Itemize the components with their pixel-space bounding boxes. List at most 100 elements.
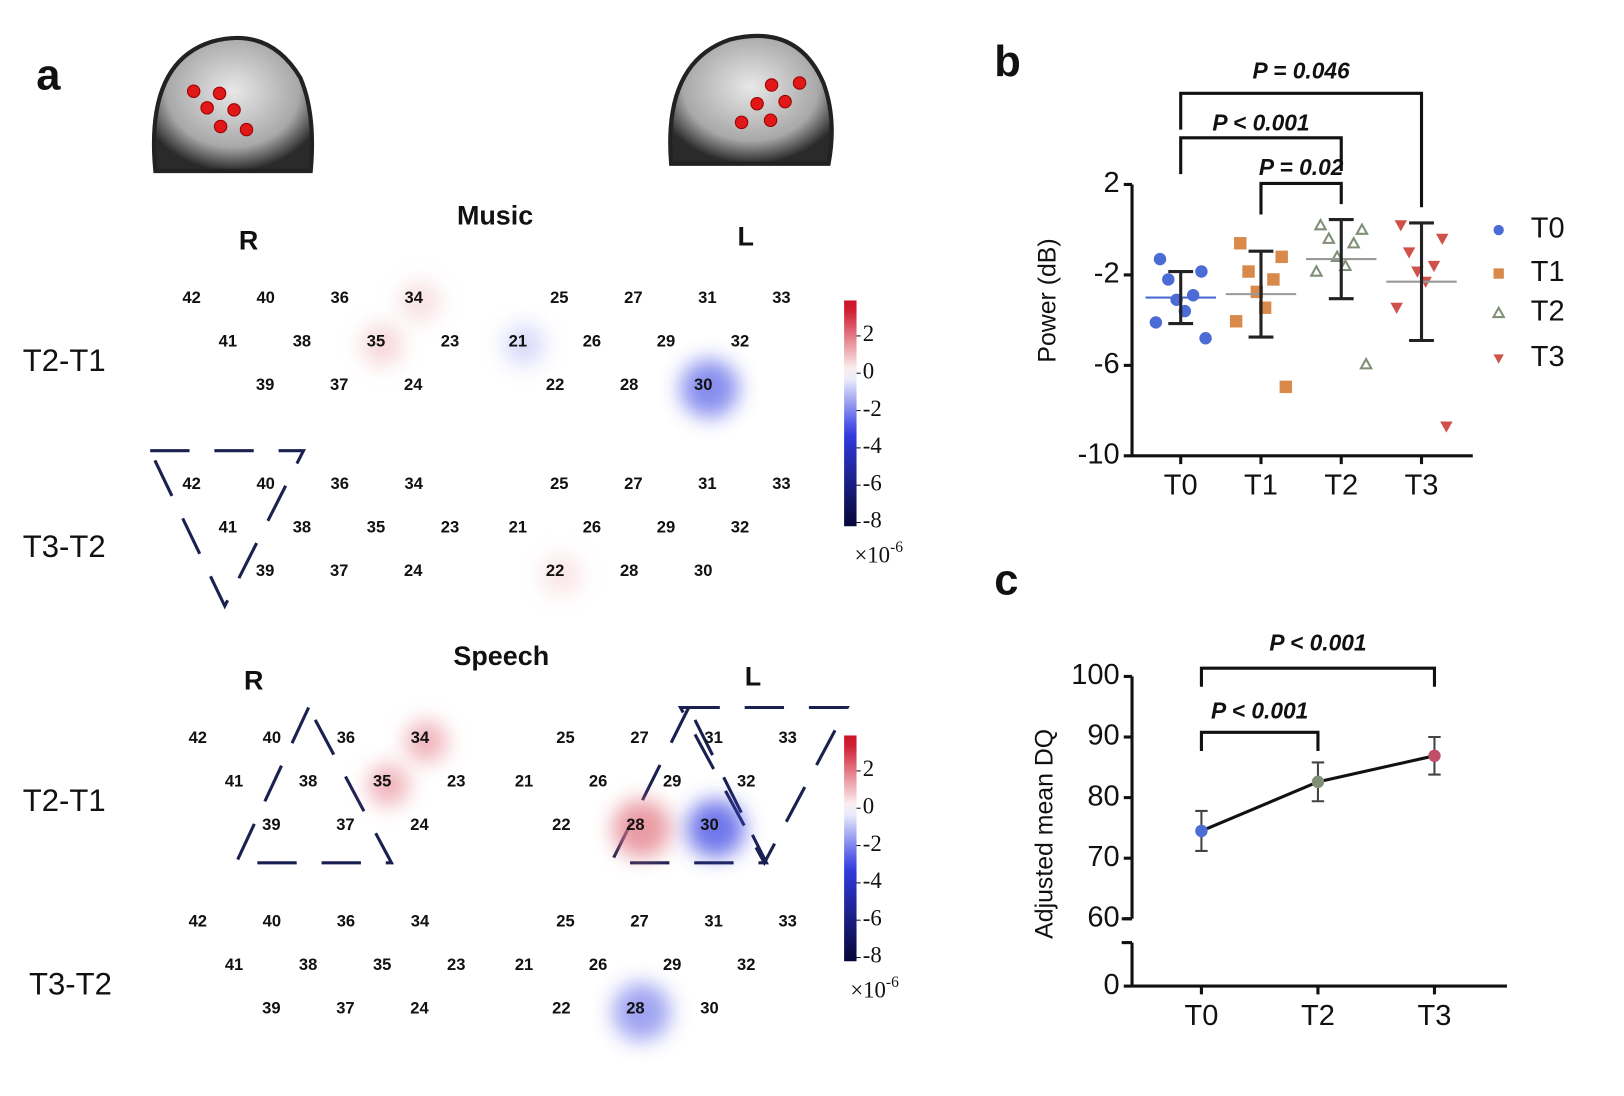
data-point xyxy=(1275,250,1288,264)
significance-label: P = 0.046 xyxy=(1252,58,1350,84)
data-point xyxy=(1186,289,1200,302)
legend-label: T2 xyxy=(1531,296,1565,328)
data-point xyxy=(1229,315,1243,328)
channel-label: 28 xyxy=(626,998,644,1017)
channel-label: 36 xyxy=(337,911,355,930)
channel-label: 27 xyxy=(624,288,642,307)
condition-title: Speech xyxy=(453,641,549,671)
channel-label: 26 xyxy=(589,955,607,974)
channel-label: 41 xyxy=(219,331,237,350)
channel-label: 36 xyxy=(330,474,348,493)
significance-bracket xyxy=(1259,181,1343,215)
channel-label: 36 xyxy=(337,728,355,747)
channel-label: 39 xyxy=(262,815,280,834)
multiplier-base: ×10 xyxy=(854,543,890,568)
legend-marker xyxy=(1493,268,1504,279)
condition-title: Music xyxy=(457,201,533,231)
significance-label: P = 0.02 xyxy=(1259,154,1344,180)
colorbar-tick-label: -4 xyxy=(863,868,883,893)
activation-blob xyxy=(367,764,410,806)
channel-label: 21 xyxy=(509,518,527,537)
channel-label: 33 xyxy=(778,728,796,747)
activation-blob xyxy=(540,554,583,596)
channel-label: 25 xyxy=(556,911,574,930)
channel-label: 31 xyxy=(698,474,716,493)
significance-label: P < 0.001 xyxy=(1269,629,1366,655)
channel-label: 31 xyxy=(704,911,722,930)
channel-label: 21 xyxy=(515,955,533,974)
channel-label: 37 xyxy=(330,375,348,394)
y-tick-label: 100 xyxy=(1071,659,1119,691)
significance-bracket xyxy=(1179,91,1424,208)
colorbar xyxy=(844,300,857,527)
data-point xyxy=(1195,824,1208,838)
hemisphere-label: L xyxy=(737,221,753,251)
channel-label: 27 xyxy=(624,474,642,493)
channel-label: 23 xyxy=(447,771,465,790)
activation-blob xyxy=(361,324,403,366)
colorbar-tick-label: 2 xyxy=(863,756,874,781)
channel-label: 33 xyxy=(772,474,790,493)
y-tick-label: -10 xyxy=(1078,438,1120,470)
channel-label: 32 xyxy=(737,955,755,974)
channel-label: 22 xyxy=(552,815,570,834)
comparison-label: T3-T2 xyxy=(23,529,106,564)
data-point xyxy=(1428,749,1441,763)
data-point xyxy=(1309,264,1324,277)
channel-label: 42 xyxy=(182,474,200,493)
data-point xyxy=(1153,252,1167,266)
channel-label: 28 xyxy=(620,375,638,394)
error-bar xyxy=(1409,221,1434,343)
hemisphere-label: L xyxy=(745,662,761,692)
significance-bracket xyxy=(1199,666,1437,687)
activation-blob xyxy=(612,983,671,1041)
channel-label: 27 xyxy=(630,728,648,747)
channel-label: 30 xyxy=(694,375,712,394)
data-point xyxy=(1279,380,1293,394)
channel-label: 41 xyxy=(219,518,237,537)
significance-label: P < 0.001 xyxy=(1212,109,1309,135)
activation-blob xyxy=(405,720,447,763)
channel-label: 37 xyxy=(336,815,354,834)
panel-label: b xyxy=(994,38,1021,86)
y-axis-label: Power (dB) xyxy=(1035,238,1062,362)
data-point xyxy=(1355,222,1369,235)
x-tick-label: T0 xyxy=(1164,470,1198,502)
data-point xyxy=(1149,316,1163,329)
channel-label: 25 xyxy=(550,288,568,307)
channel-label: 22 xyxy=(546,561,564,580)
colorbar-tick-label: -8 xyxy=(863,943,882,968)
colorbar-tick-label: 0 xyxy=(863,358,874,383)
data-point xyxy=(1195,265,1208,278)
multiplier-exponent: -6 xyxy=(890,539,903,556)
data-point xyxy=(1390,302,1403,314)
channel-label: 35 xyxy=(373,955,391,974)
colorbar-multiplier: ×10-6 xyxy=(850,974,899,1003)
data-point xyxy=(1311,775,1325,789)
x-tick-label: T1 xyxy=(1244,470,1278,502)
multiplier-base: ×10 xyxy=(850,978,886,1003)
multiplier-exponent: -6 xyxy=(886,974,899,991)
channel-label: 38 xyxy=(299,955,317,974)
error-bar xyxy=(1168,269,1194,326)
channel-label: 40 xyxy=(263,728,281,747)
x-tick-label: T3 xyxy=(1405,470,1439,502)
data-point xyxy=(1313,217,1328,231)
comparison-label: T3-T2 xyxy=(29,966,112,1001)
channel-label: 34 xyxy=(405,474,424,493)
channel-label: 25 xyxy=(556,728,574,747)
x-tick-label: T3 xyxy=(1418,1000,1452,1032)
channel-label: 31 xyxy=(698,288,716,307)
data-point xyxy=(1199,332,1212,345)
channel-label: 41 xyxy=(225,955,243,974)
data-point xyxy=(1394,220,1408,232)
panel-label: a xyxy=(36,51,61,99)
y-tick-label: 0 xyxy=(1103,969,1119,1001)
significance-label: P < 0.001 xyxy=(1211,698,1308,724)
legend-label: T0 xyxy=(1531,213,1565,245)
error-bar xyxy=(1328,217,1354,301)
channel-label: 37 xyxy=(336,998,354,1017)
channel-label: 21 xyxy=(509,331,527,350)
channel-label: 40 xyxy=(263,911,281,930)
channel-label: 23 xyxy=(441,331,459,350)
